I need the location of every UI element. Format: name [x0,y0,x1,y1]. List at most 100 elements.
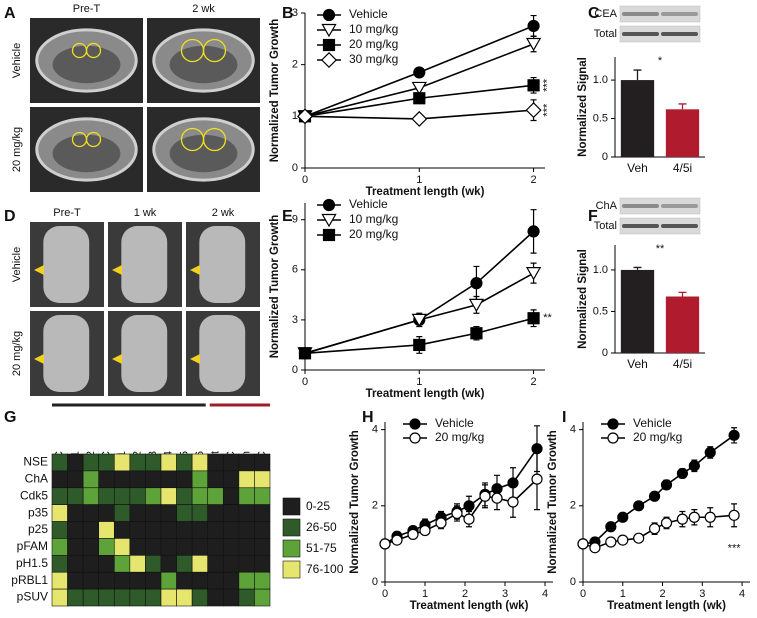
heatmap-cell [98,538,115,556]
arrowhead [112,265,122,275]
row-label: pFAM [17,539,48,553]
legend-label: 10 mg/kg [349,22,398,36]
heatmap-cell [129,555,146,573]
heatmap-cell [191,504,209,522]
marker [525,102,542,119]
x-tick-label: 4 [542,588,548,600]
heatmap-cell [51,487,68,505]
image-detail [169,45,238,84]
blot-band [661,32,698,36]
blot-band [622,12,659,16]
legend-label: 0-25 [306,499,330,513]
arrowhead [34,354,44,364]
panel-label: D [4,208,16,225]
x-axis-label: Treatment length (wk) [410,600,529,612]
legend-label: 20 mg/kg [349,227,398,241]
marker [322,228,336,242]
row-label: NSE [23,455,48,469]
image-detail [199,315,246,392]
y-tick-label: 1 [292,110,298,122]
legend-swatch [282,539,301,558]
error-bar [633,266,642,270]
tumor-outline [85,42,102,59]
significance: *** [728,543,742,555]
heatmap-cell [82,470,100,489]
marker [607,432,619,444]
heatmap-cell [222,588,240,607]
heatmap-cell [129,538,146,556]
marker [704,511,716,523]
blot-band [622,224,659,228]
image-row-label: Vehicle [11,247,23,282]
marker [577,538,589,550]
heatmap-cell [222,521,240,539]
heatmap-cell [238,555,255,573]
heatmap-cell [67,470,84,489]
marker [413,66,426,79]
heatmap-cell [98,504,115,522]
heatmap-cell [176,504,193,522]
heatmap-cell [238,521,255,539]
row-label: ChA [25,472,48,486]
blot-image [619,197,701,215]
heatmap-cell [238,453,255,472]
image-column-label: 1 wk [134,207,157,219]
heatmap-cell [67,588,84,607]
significance: *** [541,103,553,117]
heatmap-cell [238,571,255,590]
heatmap-cell [238,470,255,489]
bar [665,109,700,157]
arrowhead [34,265,44,275]
marker [491,492,503,504]
marker [527,79,540,92]
panel-label: B [282,5,294,22]
image-column-label: 2 wk [192,3,215,15]
marker [531,473,543,485]
error-bar [678,291,687,297]
heatmap-cell [98,588,115,607]
heatmap-cell [207,571,224,590]
marker [617,511,629,523]
marker [479,490,491,502]
x-tick-label: 2 [659,588,665,600]
marker [463,513,475,525]
y-axis-label: Normalized Tumor Growth [349,430,361,574]
marker [435,517,447,529]
heatmap-cell [113,453,131,472]
heatmap-cell [222,538,240,556]
heatmap-cell [51,504,68,522]
heatmap-cell [145,588,162,607]
heatmap-cell [238,588,255,607]
series-line [304,317,534,355]
marker [419,524,431,537]
legend-label: Vehicle [349,7,388,21]
y-tick-label: 3 [292,314,298,326]
heatmap-cell [129,588,146,607]
x-tick-label: 4/5i [673,357,692,371]
image-detail [52,45,121,84]
marker [607,418,619,430]
x-tick-label: 4 [739,588,745,600]
legend-label: Vehicle [633,416,672,430]
marker [463,500,475,512]
significance: *** [541,78,553,92]
arrowhead [112,354,122,364]
marker [527,312,540,325]
x-tick-label: 0 [302,376,308,388]
marker [527,225,540,238]
heatmap-cell [207,588,224,607]
x-axis-label: Treatment length (wk) [366,388,485,400]
y-tick-label: 2 [372,500,378,512]
blot-image [619,5,701,23]
heatmap-cell [176,470,193,489]
panel-label: F [588,208,598,225]
x-tick-label: 3 [699,588,705,600]
y-tick-label: 1.0 [593,74,608,86]
marker [676,513,689,525]
heatmap-cell [82,571,100,590]
marker [391,534,403,546]
heatmap-cell [176,588,193,607]
bar [620,269,655,353]
heatmap-cell [82,588,100,607]
heatmap-cell [67,487,84,505]
